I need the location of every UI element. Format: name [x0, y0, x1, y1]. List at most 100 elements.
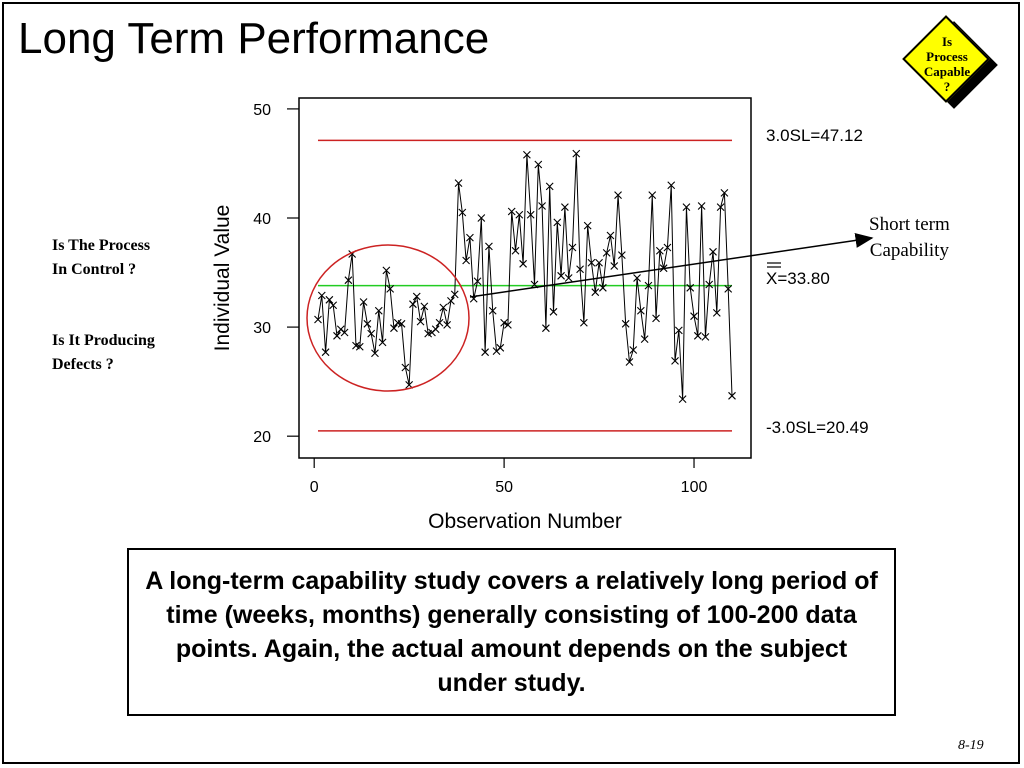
data-point	[374, 306, 383, 315]
y-tick-label: 30	[253, 320, 271, 337]
data-point	[405, 381, 414, 389]
data-point	[712, 309, 721, 317]
slide-title: Long Term Performance	[18, 14, 490, 63]
data-point	[602, 249, 611, 257]
data-point	[500, 318, 508, 327]
data-point	[526, 210, 535, 219]
data-point	[477, 214, 486, 222]
info-box: A long-term capability study covers a re…	[127, 548, 896, 716]
data-point	[496, 343, 505, 352]
data-point	[386, 285, 395, 293]
question-in-control: Is The Process In Control ?	[52, 237, 151, 278]
center-line-label: X=33.80	[766, 269, 830, 288]
data-point	[560, 203, 569, 211]
data-point	[534, 160, 543, 169]
data-point	[462, 256, 471, 265]
data-point	[682, 203, 691, 211]
data-point	[671, 357, 679, 365]
short-term-capability-label: Short term Capability	[869, 214, 950, 261]
data-point	[587, 258, 596, 267]
data-point	[644, 281, 653, 290]
info-text: A long-term capability study covers a re…	[145, 567, 878, 697]
data-point	[507, 207, 516, 216]
data-point	[329, 301, 338, 310]
data-point	[443, 321, 452, 329]
data-point	[557, 271, 565, 280]
data-point	[591, 288, 600, 297]
data-point	[720, 189, 729, 197]
data-point	[390, 324, 398, 333]
data-point	[466, 233, 474, 242]
data-point	[716, 203, 725, 211]
data-point	[458, 208, 467, 217]
data-point	[709, 247, 717, 256]
x-axis-label: Observation Number	[428, 510, 622, 533]
data-series	[314, 149, 736, 403]
data-point	[724, 285, 733, 293]
data-point	[663, 243, 672, 252]
data-point	[481, 348, 490, 357]
data-point	[450, 290, 459, 299]
data-point	[629, 346, 638, 354]
data-point	[359, 298, 368, 306]
data-point	[439, 303, 448, 312]
lcl-label: -3.0SL=20.49	[766, 418, 869, 437]
data-point	[515, 210, 524, 219]
data-point	[636, 306, 645, 315]
x-tick-label: 50	[495, 479, 513, 496]
data-point	[511, 246, 520, 255]
page-number: 8-19	[958, 738, 984, 753]
data-point	[633, 274, 641, 282]
data-point	[568, 243, 577, 252]
y-axis-label: Individual Value	[211, 205, 234, 352]
x-tick-label: 0	[310, 479, 319, 496]
data-point	[621, 319, 630, 328]
y-axis: 20 30 40 50	[253, 102, 299, 446]
data-point	[614, 191, 622, 199]
data-point	[523, 150, 531, 159]
data-point	[317, 291, 326, 300]
data-point	[447, 297, 455, 305]
data-point	[595, 258, 603, 267]
data-point	[598, 283, 607, 292]
x-tick-label: 100	[681, 479, 708, 496]
data-point	[667, 181, 676, 190]
data-point	[378, 338, 387, 347]
data-point	[579, 318, 588, 327]
process-capable-badge: Is Process Capable ?	[902, 15, 998, 109]
data-point	[686, 283, 695, 292]
short-term-highlight-circle	[306, 244, 470, 392]
ucl-label: 3.0SL=47.12	[766, 126, 863, 145]
data-point	[674, 326, 683, 335]
data-point	[640, 335, 649, 343]
data-point	[572, 149, 581, 158]
data-point	[363, 319, 372, 328]
data-point	[542, 324, 550, 333]
data-point	[610, 262, 619, 270]
data-point	[655, 246, 664, 255]
data-point	[690, 312, 698, 321]
data-point	[412, 292, 421, 301]
plot-area-border	[298, 97, 752, 459]
data-point	[473, 277, 482, 286]
data-point	[367, 329, 376, 338]
data-point	[538, 202, 546, 210]
data-point	[576, 265, 584, 274]
question-producing-defects: Is It Producing Defects ?	[52, 332, 155, 373]
badge-text: Is Process Capable ?	[923, 34, 971, 94]
data-point	[416, 317, 425, 326]
data-point	[454, 179, 463, 187]
data-point	[435, 318, 444, 327]
data-point	[504, 321, 512, 329]
data-point	[693, 331, 702, 340]
series-line	[317, 153, 733, 400]
y-tick-label: 20	[253, 429, 271, 446]
data-point	[625, 358, 634, 366]
data-point	[314, 315, 322, 324]
data-point	[652, 314, 660, 323]
data-point	[606, 231, 615, 240]
data-point	[701, 333, 710, 341]
data-point	[728, 391, 736, 400]
